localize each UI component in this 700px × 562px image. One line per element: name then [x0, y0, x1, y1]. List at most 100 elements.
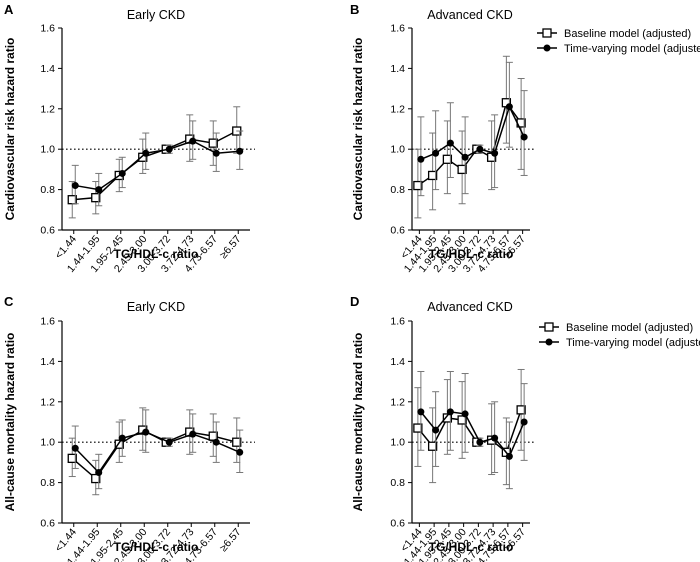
data-point	[442, 154, 453, 164]
data-point	[236, 448, 244, 456]
data-point	[520, 133, 528, 141]
panel-title: Advanced CKD	[427, 8, 512, 22]
y-tick-label: 1.2	[40, 396, 55, 408]
data-point	[417, 155, 425, 163]
data-point	[446, 139, 454, 147]
data-point	[236, 147, 244, 155]
y-axis-title: All-cause mortality hazard ratio	[351, 333, 365, 512]
data-point	[67, 453, 77, 464]
data-point	[413, 180, 423, 191]
panel-letter: B	[350, 2, 359, 17]
data-point	[232, 437, 242, 447]
y-tick-label: 0.8	[390, 477, 405, 489]
data-point	[118, 169, 126, 177]
data-point	[142, 428, 150, 436]
data-point	[91, 473, 101, 484]
data-point	[212, 438, 220, 446]
data-point	[516, 405, 526, 415]
panel-title: Early CKD	[127, 8, 185, 22]
y-tick-label: 1.2	[390, 396, 405, 408]
panel-title: Advanced CKD	[427, 300, 512, 314]
series-line	[75, 140, 240, 191]
series-baseline	[67, 106, 242, 219]
data-point	[446, 408, 454, 416]
panel-B: B Advanced CKD 0.6 0.8 1.0 1.2 1.4 1.6 Cardiovas…	[350, 2, 700, 275]
data-point	[208, 138, 218, 148]
x-axis-title: TG/HDL-c ratio	[114, 540, 199, 554]
y-tick-label: 0.6	[390, 225, 405, 237]
legend-label: Time-varying model (adjusted)	[566, 337, 700, 349]
y-tick-label: 0.8	[390, 184, 405, 196]
y-tick-label: 1.2	[390, 103, 405, 115]
y-tick-label: 1.0	[390, 144, 405, 156]
y-tick-label: 1.4	[390, 356, 405, 368]
data-point	[461, 153, 469, 161]
data-point	[118, 434, 126, 442]
y-tick-label: 0.8	[40, 477, 55, 489]
series-time-varying	[71, 409, 244, 490]
legend: Baseline model (adjusted) Time-varying mo…	[537, 28, 700, 55]
y-tick-label: 0.8	[40, 184, 55, 196]
y-tick-label: 1.6	[40, 23, 55, 35]
data-point	[417, 408, 425, 416]
data-point	[71, 444, 79, 452]
y-tick-label: 0.6	[40, 225, 55, 237]
data-point	[114, 439, 124, 449]
data-point	[71, 182, 79, 190]
data-point	[432, 149, 440, 157]
data-point	[142, 149, 150, 157]
data-point	[95, 186, 103, 194]
data-point	[427, 441, 438, 451]
data-point	[520, 418, 528, 426]
legend: Baseline model (adjusted) Time-varying mo…	[539, 322, 700, 349]
data-point	[413, 423, 423, 433]
legend-label: Time-varying model (adjusted)	[564, 43, 700, 55]
y-tick-label: 1.0	[40, 144, 55, 156]
y-tick-label: 1.6	[390, 23, 405, 35]
data-point	[427, 170, 438, 181]
data-point	[165, 438, 173, 446]
y-tick-label: 0.6	[40, 518, 55, 530]
y-tick-label: 0.6	[390, 518, 405, 530]
data-point	[189, 137, 197, 145]
data-point	[457, 164, 467, 175]
panel-A: A Early CKD 0.6 0.8 1.0 1.2 1.4 1.6 Cardiovascul…	[3, 2, 255, 275]
series-baseline	[413, 55, 526, 219]
data-point	[505, 103, 513, 111]
y-tick-label: 1.4	[390, 63, 405, 75]
legend-marker	[543, 44, 551, 52]
data-point	[165, 145, 173, 153]
x-tick-label: ≥6.57	[218, 526, 244, 554]
panel-title: Early CKD	[127, 300, 185, 314]
y-axis-title: Cardiovascular risk hazard ratio	[351, 38, 365, 221]
series-line	[420, 411, 525, 458]
series-time-varying	[71, 120, 244, 207]
legend-label: Baseline model (adjusted)	[564, 28, 691, 40]
series-baseline	[67, 407, 242, 496]
panel-D: D Advanced CKD 0.6 0.8 1.0 1.2 1.4 1.6 All-cause…	[350, 294, 700, 562]
data-point	[476, 438, 484, 446]
y-axis-title: Cardiovascular risk hazard ratio	[3, 38, 17, 221]
panel-C: C Early CKD 0.6 0.8 1.0 1.2 1.4 1.6 All-cause mo…	[3, 294, 255, 562]
panel-letter: D	[350, 294, 359, 309]
data-point	[189, 430, 197, 438]
legend-marker	[544, 322, 554, 332]
legend-label: Baseline model (adjusted)	[566, 322, 693, 334]
x-axis-title: TG/HDL-c ratio	[429, 540, 514, 554]
y-tick-label: 1.4	[40, 356, 55, 368]
data-point	[91, 193, 101, 203]
data-point	[491, 149, 499, 157]
series-baseline	[413, 368, 526, 486]
y-tick-label: 1.4	[40, 63, 55, 75]
legend-marker	[542, 28, 552, 38]
panel-letter: C	[4, 294, 14, 309]
data-point	[491, 434, 499, 442]
y-tick-label: 1.0	[40, 437, 55, 449]
y-tick-label: 1.2	[40, 103, 55, 115]
data-point	[208, 431, 218, 441]
data-point	[95, 469, 103, 476]
y-tick-label: 1.6	[390, 316, 405, 328]
data-point	[432, 426, 440, 434]
legend-marker	[545, 338, 553, 346]
